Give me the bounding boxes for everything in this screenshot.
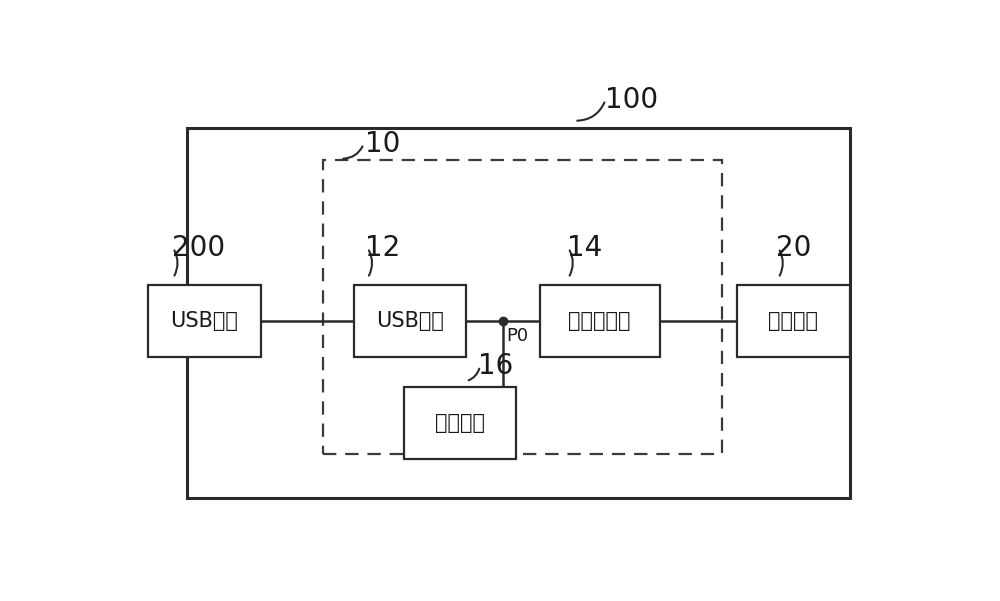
Bar: [354, 285, 466, 357]
Bar: [737, 285, 850, 357]
Text: 16: 16: [478, 352, 513, 380]
Text: USB设备: USB设备: [170, 311, 238, 331]
Bar: [323, 160, 722, 454]
Text: 100: 100: [606, 86, 659, 114]
Text: 12: 12: [365, 234, 400, 262]
Bar: [540, 285, 660, 357]
Text: 滤波电路: 滤波电路: [435, 413, 485, 433]
Bar: [148, 285, 261, 357]
Text: USB接口: USB接口: [376, 311, 444, 331]
Text: 200: 200: [172, 234, 225, 262]
Text: 20: 20: [776, 234, 811, 262]
Bar: [404, 387, 516, 459]
Text: 转接驱动器: 转接驱动器: [568, 311, 631, 331]
Text: 14: 14: [567, 234, 602, 262]
Text: 主控芯片: 主控芯片: [768, 311, 818, 331]
Text: P0: P0: [506, 327, 528, 345]
Bar: [187, 127, 850, 498]
Text: 10: 10: [365, 130, 401, 158]
